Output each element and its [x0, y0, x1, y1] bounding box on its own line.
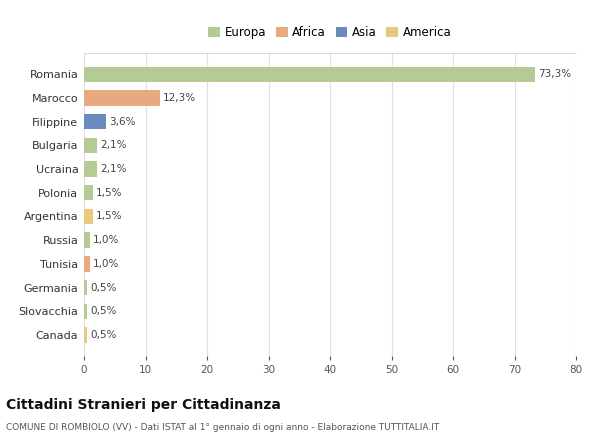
Text: 1,5%: 1,5%: [97, 212, 123, 221]
Text: Cittadini Stranieri per Cittadinanza: Cittadini Stranieri per Cittadinanza: [6, 398, 281, 412]
Bar: [84, 232, 90, 248]
Text: 0,5%: 0,5%: [90, 330, 116, 340]
Bar: [84, 161, 97, 177]
Bar: [84, 185, 93, 201]
Text: 0,5%: 0,5%: [90, 282, 116, 293]
Bar: [84, 304, 87, 319]
Bar: [84, 138, 97, 153]
Text: 1,5%: 1,5%: [97, 188, 123, 198]
Text: 1,0%: 1,0%: [93, 259, 119, 269]
Text: 2,1%: 2,1%: [100, 140, 127, 150]
Text: COMUNE DI ROMBIOLO (VV) - Dati ISTAT al 1° gennaio di ogni anno - Elaborazione T: COMUNE DI ROMBIOLO (VV) - Dati ISTAT al …: [6, 423, 439, 432]
Bar: [84, 327, 87, 343]
Bar: [84, 280, 87, 295]
Text: 73,3%: 73,3%: [538, 69, 571, 79]
Bar: [84, 90, 160, 106]
Text: 2,1%: 2,1%: [100, 164, 127, 174]
Text: 12,3%: 12,3%: [163, 93, 196, 103]
Bar: [84, 209, 93, 224]
Bar: [84, 114, 106, 129]
Bar: [84, 256, 90, 271]
Text: 3,6%: 3,6%: [109, 117, 136, 127]
Text: 1,0%: 1,0%: [93, 235, 119, 245]
Legend: Europa, Africa, Asia, America: Europa, Africa, Asia, America: [205, 22, 455, 42]
Bar: [84, 66, 535, 82]
Text: 0,5%: 0,5%: [90, 306, 116, 316]
